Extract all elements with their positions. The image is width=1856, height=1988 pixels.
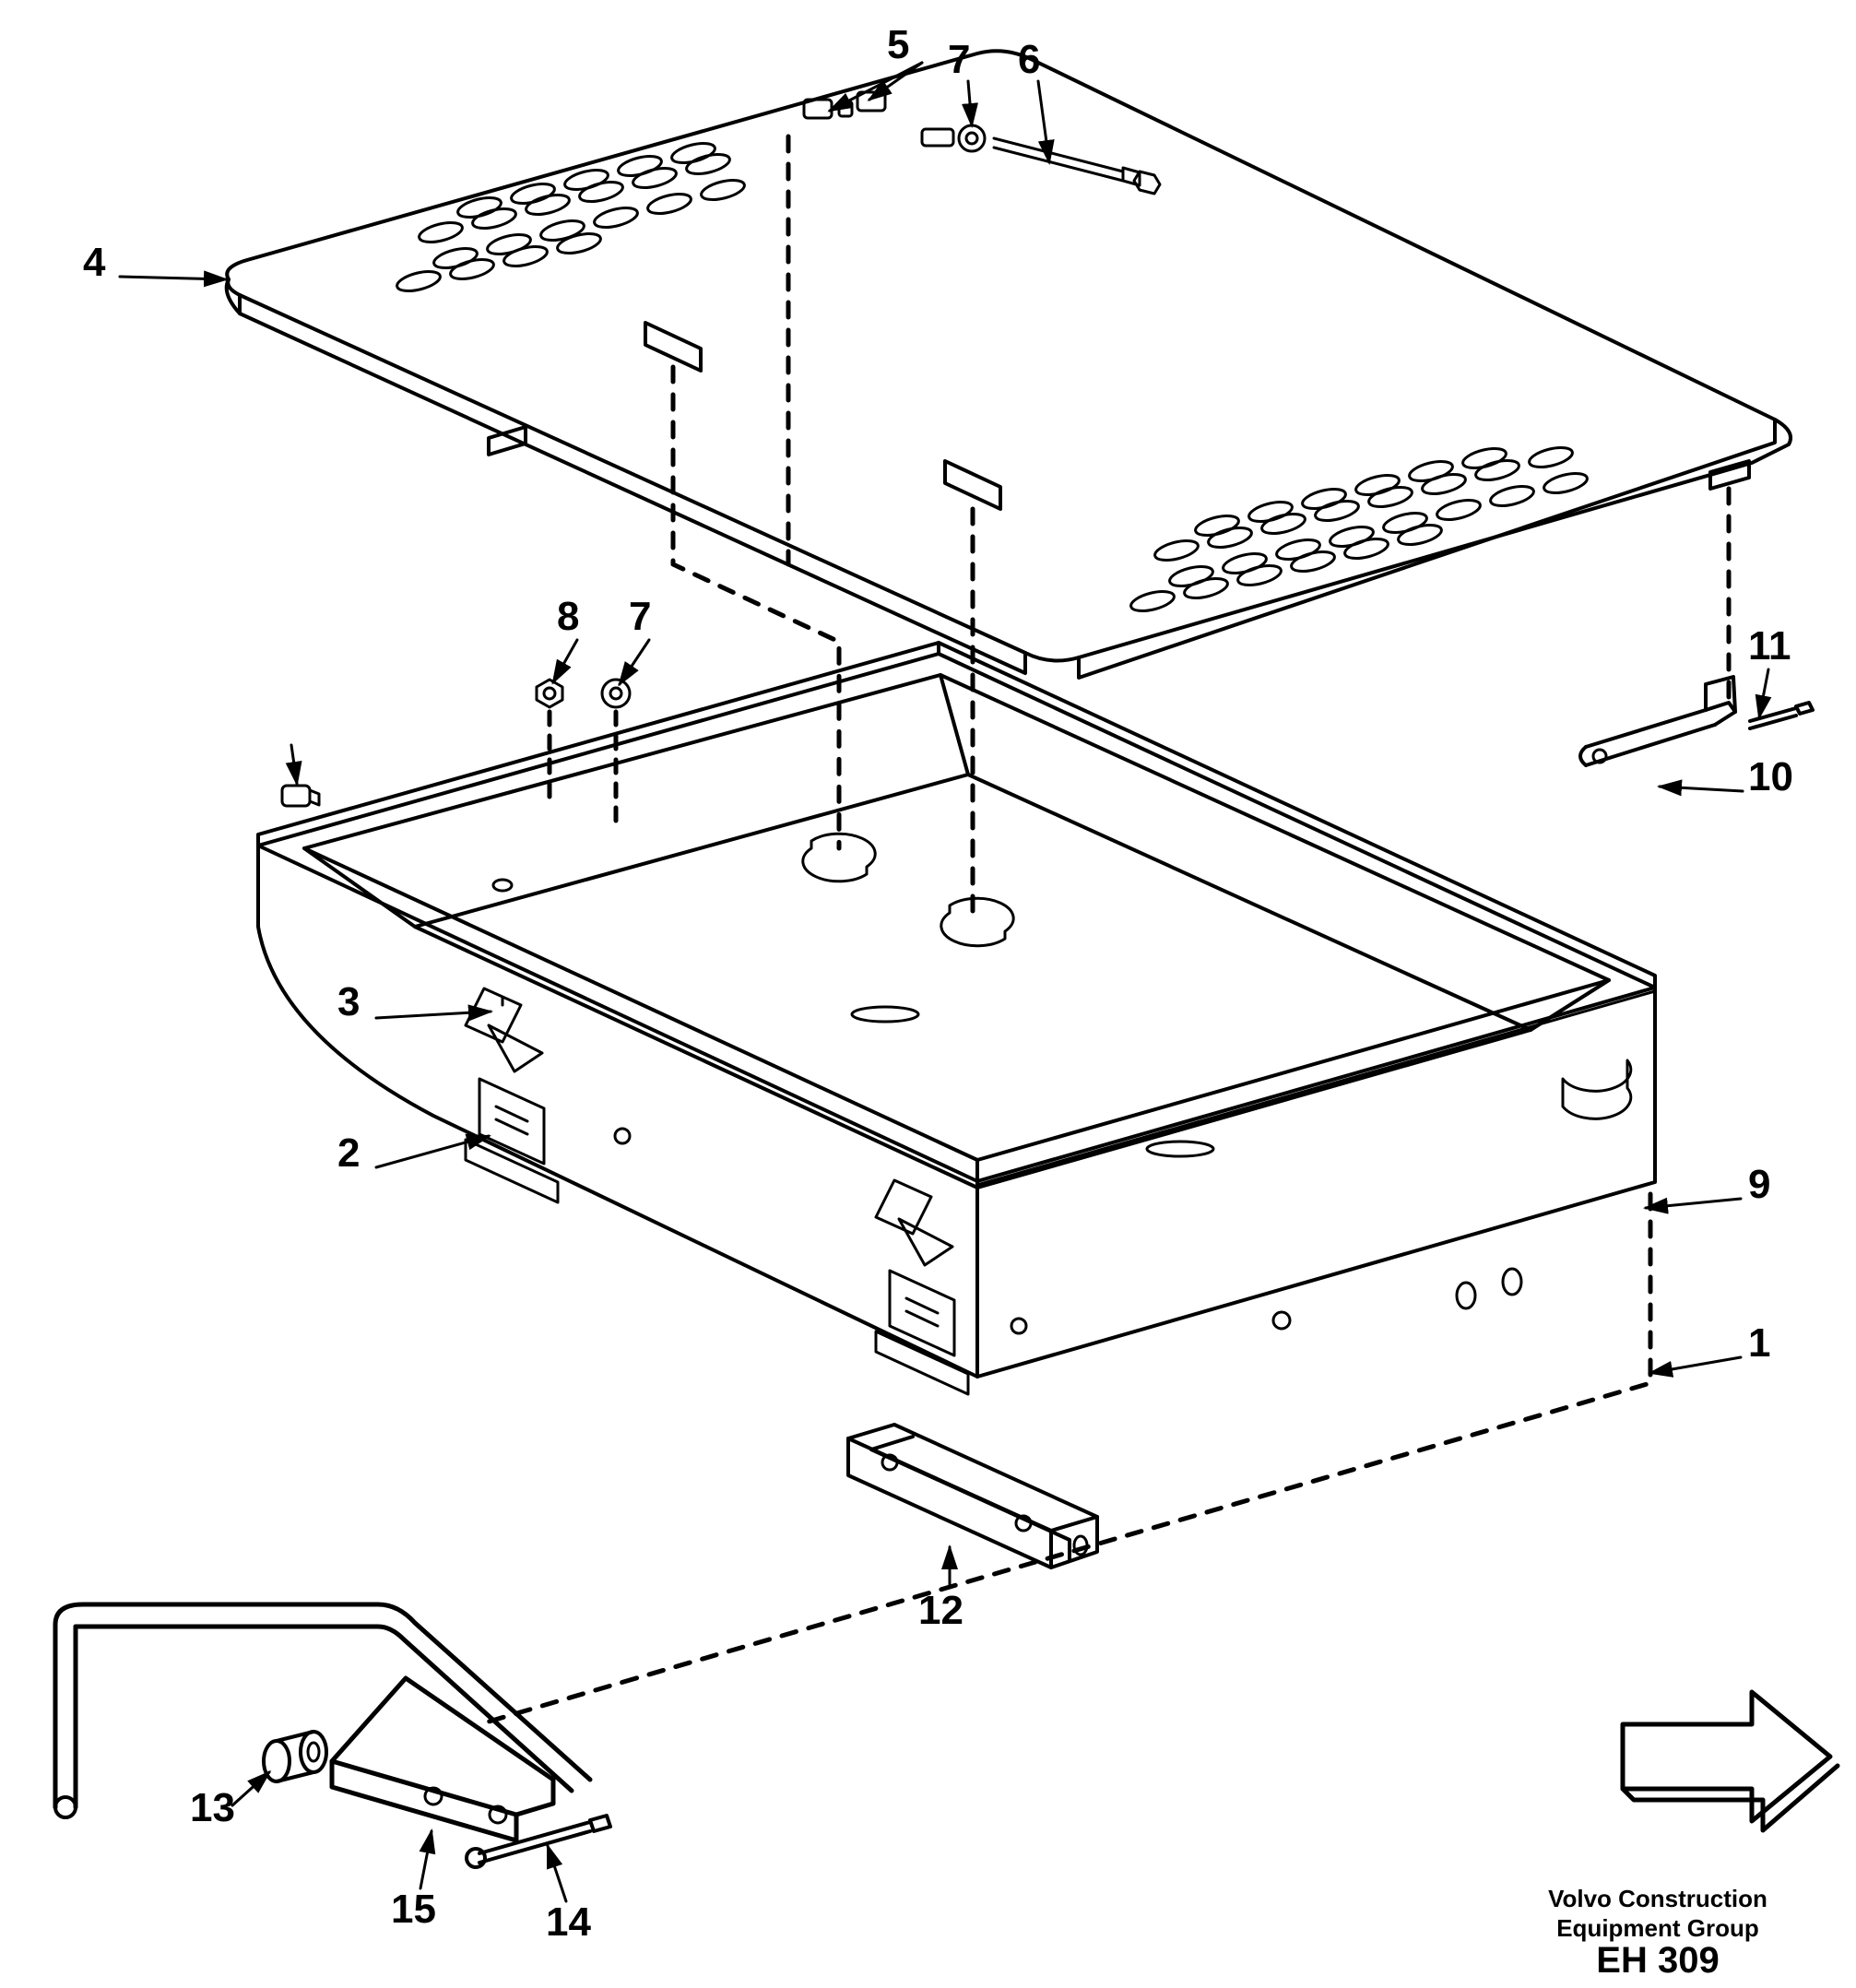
callout-2: 2 bbox=[337, 1130, 360, 1177]
part-handle-assembly bbox=[55, 1604, 610, 1867]
callout-9: 9 bbox=[1748, 1162, 1770, 1208]
part-stay bbox=[1580, 677, 1813, 765]
part-bracket-12 bbox=[848, 1425, 1097, 1568]
footer-code: EH 309 bbox=[1519, 1940, 1796, 1982]
footer-line-2: Equipment Group bbox=[1519, 1914, 1796, 1943]
callout-5: 5 bbox=[887, 22, 909, 68]
callout-11: 11 bbox=[1748, 623, 1791, 669]
direction-arrow bbox=[1623, 1692, 1838, 1830]
part-hardware-top bbox=[804, 92, 1160, 194]
callout-12: 12 bbox=[918, 1588, 963, 1634]
exploded-diagram-svg bbox=[0, 0, 1856, 1988]
part-box bbox=[258, 643, 1655, 1377]
part-latch-right bbox=[876, 1180, 968, 1394]
part-cap-16 bbox=[282, 786, 319, 806]
footer-line-1: Volvo Construction bbox=[1519, 1885, 1796, 1913]
callout-6: 6 bbox=[1018, 37, 1040, 83]
callout-7-top: 7 bbox=[948, 37, 970, 83]
callout-7-mid: 7 bbox=[629, 594, 651, 640]
callout-13: 13 bbox=[190, 1785, 235, 1831]
part-hardware-nut-washer bbox=[537, 680, 630, 707]
part-cover bbox=[227, 51, 1791, 678]
callout-10: 10 bbox=[1748, 754, 1793, 800]
callout-3: 3 bbox=[337, 979, 360, 1025]
callout-15: 15 bbox=[391, 1887, 436, 1933]
callout-1: 1 bbox=[1748, 1320, 1770, 1367]
callout-14: 14 bbox=[546, 1899, 591, 1946]
callout-8: 8 bbox=[557, 594, 579, 640]
callout-4: 4 bbox=[83, 240, 105, 286]
